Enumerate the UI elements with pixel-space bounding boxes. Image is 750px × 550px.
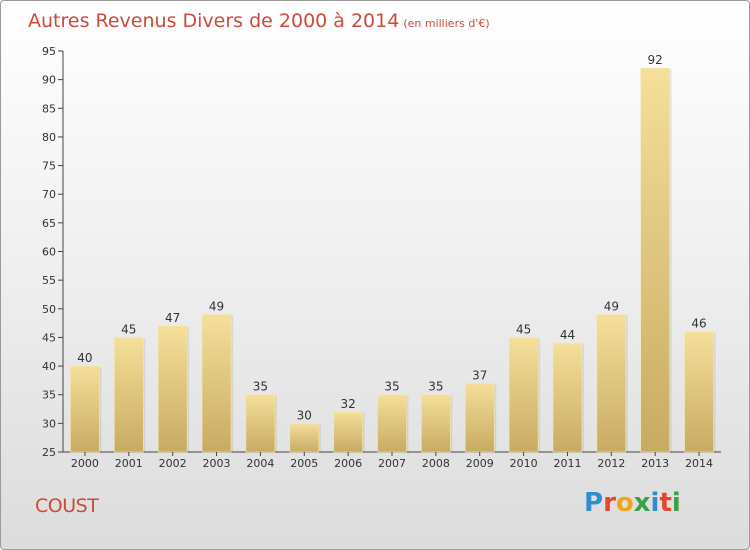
y-tick-label: 30 [42, 417, 56, 430]
proxiti-logo: Proxiti [584, 488, 681, 518]
bar-value-label: 45 [121, 322, 136, 336]
bar [70, 365, 100, 453]
x-tick-label: 2000 [71, 457, 99, 470]
bar-value-label: 92 [648, 53, 663, 67]
x-tick-label: 2012 [597, 457, 625, 470]
y-tick-label: 85 [42, 102, 56, 115]
x-tick-label: 2006 [334, 457, 362, 470]
y-tick-label: 70 [42, 188, 56, 201]
bar-value-label: 44 [560, 328, 575, 342]
bar-value-label: 35 [428, 380, 443, 394]
x-tick-label: 2009 [466, 457, 494, 470]
bar [508, 337, 539, 453]
x-tick-label: 2013 [641, 457, 669, 470]
bar [684, 331, 714, 453]
bar [289, 423, 320, 453]
chart-subtitle: (en milliers d'€) [403, 17, 490, 30]
bar [640, 67, 671, 453]
bar [596, 314, 627, 453]
x-tick-label: 2007 [378, 457, 406, 470]
x-tick-label: 2010 [510, 457, 538, 470]
bar [421, 394, 451, 453]
bar-value-label: 49 [209, 300, 224, 314]
bar [157, 325, 188, 453]
y-tick-label: 65 [42, 217, 56, 230]
x-tick-label: 2014 [685, 457, 713, 470]
bar-value-label: 30 [297, 408, 312, 422]
y-tick-label: 40 [42, 360, 56, 373]
bar [377, 394, 407, 453]
y-tick-label: 45 [42, 331, 56, 344]
x-tick-label: 2001 [115, 457, 143, 470]
bar-value-label: 46 [691, 317, 706, 331]
bar [552, 342, 583, 453]
y-tick-label: 75 [42, 160, 56, 173]
y-tick-label: 90 [42, 74, 56, 87]
x-tick-label: 2011 [553, 457, 581, 470]
bar-value-label: 32 [340, 397, 355, 411]
bar-value-label: 45 [516, 322, 531, 336]
town-name: COUST [35, 495, 99, 517]
bar [333, 411, 363, 453]
x-tick-label: 2004 [246, 457, 274, 470]
bar-value-label: 40 [77, 351, 92, 365]
y-tick-label: 35 [42, 389, 56, 402]
bar-value-label: 47 [165, 311, 180, 325]
bar-value-label: 37 [472, 368, 487, 382]
bar [464, 382, 495, 453]
y-tick-label: 80 [42, 131, 56, 144]
bar-value-label: 35 [253, 380, 268, 394]
bar [201, 314, 232, 453]
x-tick-label: 2002 [159, 457, 187, 470]
bar-value-label: 49 [604, 300, 619, 314]
y-tick-label: 55 [42, 274, 56, 287]
x-tick-label: 2008 [422, 457, 450, 470]
chart-title: Autres Revenus Divers de 2000 à 2014 (en … [28, 10, 490, 32]
chart-title-text: Autres Revenus Divers de 2000 à 2014 [28, 10, 400, 32]
x-tick-label: 2005 [290, 457, 318, 470]
y-tick-label: 50 [42, 303, 56, 316]
bar-value-label: 35 [384, 380, 399, 394]
y-tick-label: 60 [42, 246, 56, 259]
y-tick-label: 95 [42, 45, 56, 58]
y-tick-label: 25 [42, 446, 56, 459]
x-tick-label: 2003 [203, 457, 231, 470]
bar [245, 394, 276, 453]
bar [114, 337, 144, 453]
